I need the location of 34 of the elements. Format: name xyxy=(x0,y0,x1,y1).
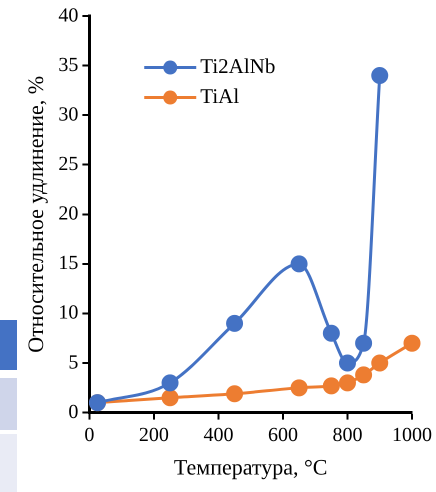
point xyxy=(322,324,340,342)
x-tick-label: 1000 xyxy=(392,424,432,446)
point xyxy=(355,366,372,384)
legend-label: TiAl xyxy=(200,84,240,108)
point xyxy=(226,314,244,332)
point xyxy=(162,389,179,406)
y-tick-label: 5 xyxy=(68,351,78,374)
y-tick-label: 25 xyxy=(58,152,78,175)
x-axis-title: Температура, °C xyxy=(174,454,328,480)
point xyxy=(162,374,179,392)
point xyxy=(371,354,388,372)
x-tick-label: 200 xyxy=(138,424,169,446)
point xyxy=(290,255,308,272)
point xyxy=(338,374,356,392)
point xyxy=(338,354,356,372)
point xyxy=(290,379,308,396)
point xyxy=(371,66,388,84)
y-tick-label: 20 xyxy=(58,202,78,225)
point xyxy=(226,385,244,402)
y-tick-label: 10 xyxy=(58,302,78,324)
legend-label: Ti2AlNb xyxy=(200,54,276,78)
x-tick-label: 400 xyxy=(203,424,234,446)
point xyxy=(355,334,372,352)
y-tick-label: 30 xyxy=(58,103,78,126)
y-tick-label: 0 xyxy=(68,400,78,423)
x-tick-label: 600 xyxy=(268,424,298,446)
x-tick-label: 800 xyxy=(332,424,362,446)
point xyxy=(322,377,340,394)
y-tick-label: 35 xyxy=(58,54,78,76)
y-axis-title: Относительное удлинение, % xyxy=(22,76,48,353)
x-tick-label: 0 xyxy=(84,424,94,446)
y-tick-label: 40 xyxy=(58,4,78,26)
point xyxy=(404,334,420,352)
y-tick-label: 15 xyxy=(58,252,78,274)
